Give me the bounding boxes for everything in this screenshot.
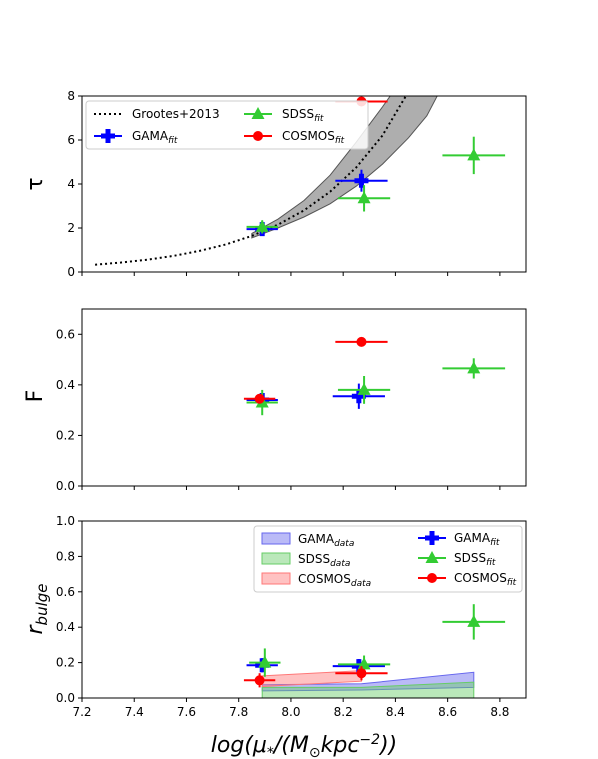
data-point <box>351 389 366 404</box>
legend-label: GAMAdata <box>298 532 354 549</box>
x-tick-label: 8.2 <box>334 705 353 719</box>
y-axis-label: F <box>23 390 48 403</box>
legend-label: SDSSfit <box>282 107 324 124</box>
y-tick-label: 0.4 <box>56 378 75 392</box>
model-band <box>251 96 438 239</box>
legend-marker <box>101 129 115 143</box>
y-tick-label: 1.0 <box>56 514 75 528</box>
x-axis-label: log(μ*/(M⊙kpc−2)) <box>211 732 397 759</box>
data-point <box>254 393 265 404</box>
y-tick-label: 0.2 <box>56 656 75 670</box>
legend-box <box>253 525 523 593</box>
data-point <box>467 361 481 374</box>
data-point <box>354 173 369 188</box>
y-tick-label: 8 <box>67 89 75 103</box>
legend-label: Grootes+2013 <box>132 107 220 121</box>
data-point <box>467 614 481 627</box>
legend-marker <box>251 107 265 119</box>
y-tick-label: 0.6 <box>56 327 75 341</box>
data-point <box>467 148 481 161</box>
y-tick-label: 2 <box>67 221 75 235</box>
frame-2: 7.2 7.4 7.6 7.8 8.0 8.2 8.4 8.6 8.8 0.0 0.2 0.4 0.6 0… <box>56 514 527 719</box>
legend-label: SDSSfit <box>454 551 496 568</box>
x-tick-label: 8.6 <box>438 705 457 719</box>
y-tick-label: 0.6 <box>56 585 75 599</box>
legend-marker <box>253 131 263 141</box>
legend-label: GAMAfit <box>132 129 178 146</box>
y-tick-label: 0.4 <box>56 620 75 634</box>
y-tick-label: 0.8 <box>56 549 75 563</box>
data-point <box>351 659 366 674</box>
data-point <box>356 336 367 347</box>
x-tick-label: 7.8 <box>229 705 248 719</box>
frame-0: 0 2 4 6 8 <box>67 89 527 279</box>
x-tick-label: 7.4 <box>125 705 144 719</box>
data-point <box>254 675 265 686</box>
model-curve <box>95 96 407 266</box>
x-tick-label: 8.4 <box>386 705 405 719</box>
y-tick-label: 0.2 <box>56 428 75 442</box>
axes-1 <box>82 309 526 486</box>
x-tick-label: 7.6 <box>177 705 196 719</box>
legend-swatch <box>261 532 291 545</box>
x-tick-label: 7.2 <box>72 705 91 719</box>
y-tick-label: 6 <box>67 133 75 147</box>
frame-1: 0.0 0.2 0.4 0.6 <box>56 308 527 493</box>
data-point <box>357 191 371 204</box>
x-tick-label: 8.8 <box>490 705 509 719</box>
axes-frame <box>81 520 527 699</box>
legend-swatch <box>261 552 291 565</box>
data-point <box>258 655 272 668</box>
plot-content <box>95 96 506 266</box>
data-point <box>255 219 269 232</box>
y-axis-label: τ <box>23 177 48 190</box>
data-point <box>356 668 367 679</box>
legend-marker <box>425 551 439 563</box>
y-tick-label: 0 <box>67 265 75 279</box>
y-tick-label: 0.0 <box>56 479 75 493</box>
legend-label: COSMOSfit <box>282 129 345 146</box>
y-axis-label: rbulge <box>23 584 51 635</box>
legend-swatch <box>261 572 291 585</box>
legend-label: COSMOSfit <box>454 571 517 588</box>
legend-3: GAMAdata SDSSdata COSMOSdata GAMAfit SDSSfit… <box>253 525 523 593</box>
y-tick-label: 0.0 <box>56 691 75 705</box>
legend-box <box>85 100 369 150</box>
legend-marker <box>427 573 437 583</box>
legend-1: Grootes+2013 GAMAfit SDSSfit COSMOSfit <box>85 100 369 150</box>
x-tick-label: 8.0 <box>281 705 300 719</box>
legend-marker <box>425 531 439 545</box>
data-point <box>357 382 371 395</box>
plot-area <box>82 309 526 486</box>
axes-frame <box>81 308 527 487</box>
legend-label: SDSSdata <box>298 552 350 569</box>
y-tick-label: 4 <box>67 177 75 191</box>
legend-label: GAMAfit <box>454 531 500 548</box>
legend-label: COSMOSdata <box>298 572 371 589</box>
